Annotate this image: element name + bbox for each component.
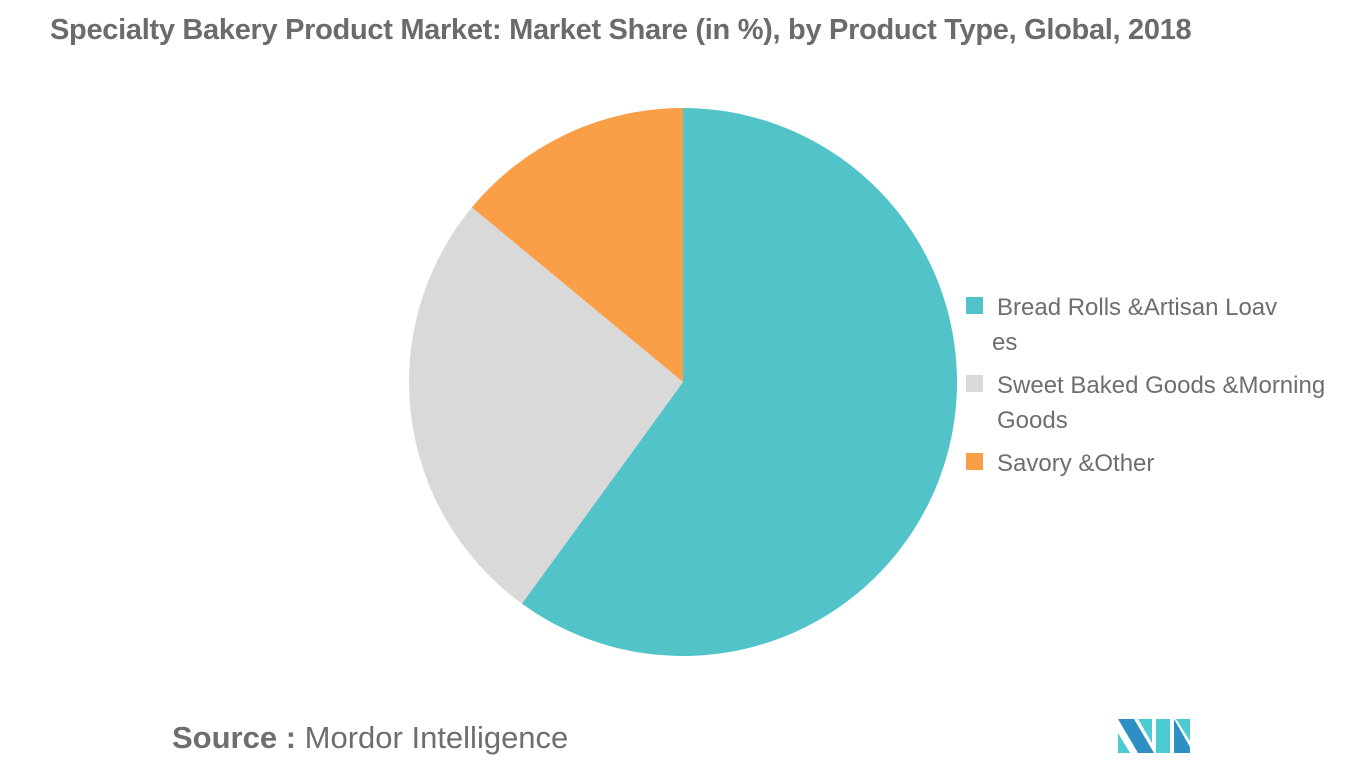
chart-title: Specialty Bakery Product Market: Market … [50,14,1192,46]
mordor-intelligence-logo-icon [1118,719,1190,753]
legend-label: Savory &Other [997,450,1155,477]
legend-swatch-orange [966,453,983,470]
legend-item-savory-other: Savory &Other [966,446,1366,481]
pie-slice-savory-other [471,107,683,382]
source-prefix: Source : [172,720,297,755]
legend-item-bread-rolls: Bread Rolls &Artisan Loav es [966,290,1366,360]
source-note: Source : Mordor Intelligence [172,720,568,756]
source-name: Mordor Intelligence [304,720,569,755]
legend-swatch-gray [966,375,983,392]
legend-item-sweet-baked-goods: Sweet Baked Goods &Morning Goods [966,368,1366,438]
legend-label: Sweet Baked Goods &Morning Goods [997,372,1326,434]
pie-slice-sweet-baked-goods [408,207,683,604]
pie-slice-bread-rolls [521,108,958,656]
legend-label: Bread Rolls &Artisan Loav es [992,294,1278,356]
chart-legend: Bread Rolls &Artisan Loav es Sweet Baked … [966,290,1366,489]
legend-swatch-teal [966,297,983,314]
